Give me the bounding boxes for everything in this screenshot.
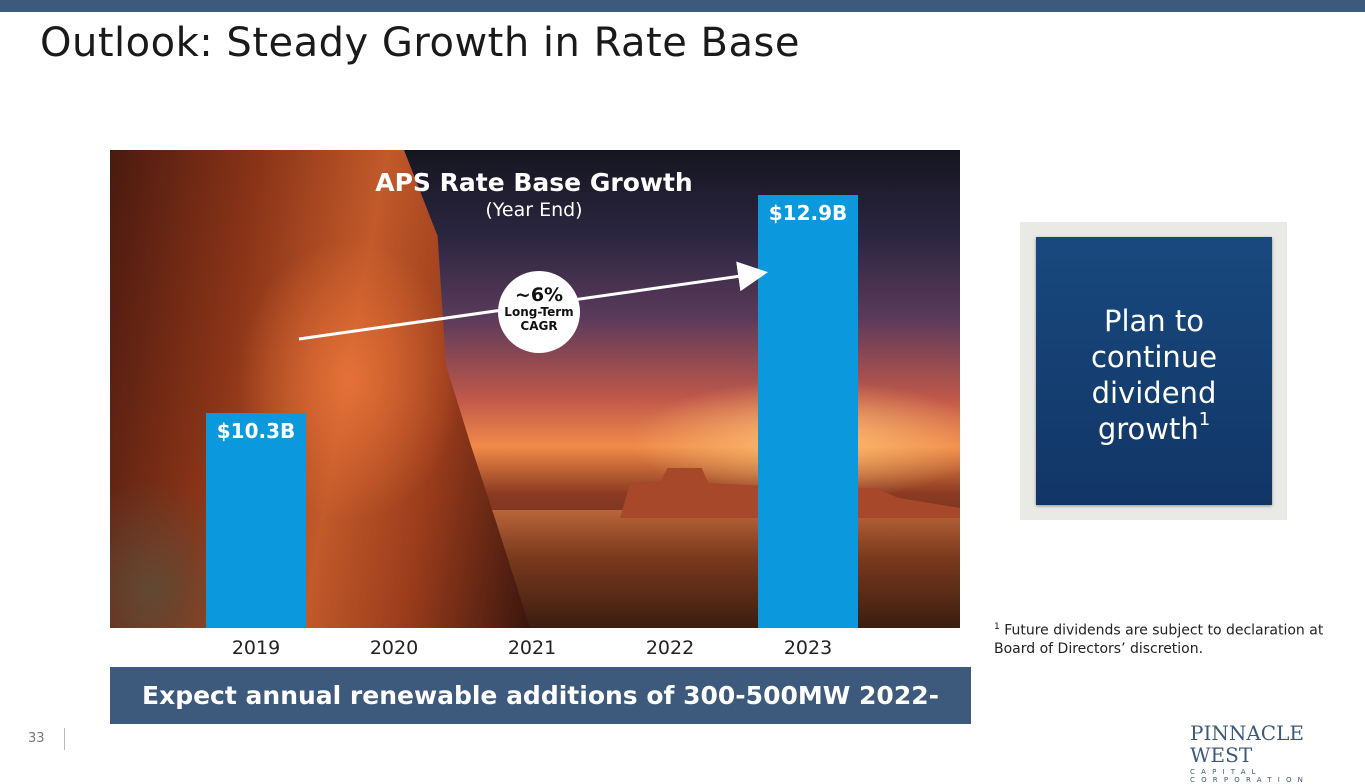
top-accent-bar [0,0,1365,12]
slide-title: Outlook: Steady Growth in Rate Base [40,20,800,66]
dividend-line4: growth1 [1036,411,1272,447]
footnote-text: Future dividends are subject to declarat… [994,622,1324,657]
dividend-line1: Plan to [1103,304,1205,338]
x-tick-2021: 2021 [507,637,557,659]
dividend-line2: continue [1090,340,1218,374]
x-tick-2023: 2023 [783,637,833,659]
dividend-footnote-ref: 1 [1198,409,1211,430]
page-number-divider [64,728,65,750]
chart-title: APS Rate Base Growth [375,168,693,197]
cagr-value: ~6% [514,284,564,306]
footnote: 1 Future dividends are subject to declar… [994,618,1344,658]
bar-label-2023: $12.9B [768,201,848,225]
cagr-badge: ~6% Long-Term CAGR [498,271,580,353]
bar-label-2019: $10.3B [216,419,296,443]
chart-subtitle: (Year End) [485,199,583,221]
x-tick-2019: 2019 [231,637,281,659]
company-logo: PINNACLE WEST CAPITAL CORPORATION [1190,722,1340,784]
page-number: 33 [28,731,45,746]
footnote-marker: 1 [994,622,1000,632]
logo-sub-text: CAPITAL CORPORATION [1190,768,1310,784]
cagr-label-line2: CAGR [520,319,558,333]
x-tick-2020: 2020 [369,637,419,659]
cagr-label-line1: Long-Term [504,305,574,319]
bar-2023 [758,195,858,628]
x-tick-2022: 2022 [645,637,695,659]
dividend-callout: Plan to continue dividend growth1 [1036,237,1272,505]
dividend-line3: dividend [1091,376,1217,410]
renewables-banner: Expect annual renewable additions of 300… [110,667,971,767]
logo-main-text: PINNACLE WEST [1190,721,1304,767]
dividend-line4-text: growth [1097,412,1199,446]
bar-2019 [206,413,306,628]
